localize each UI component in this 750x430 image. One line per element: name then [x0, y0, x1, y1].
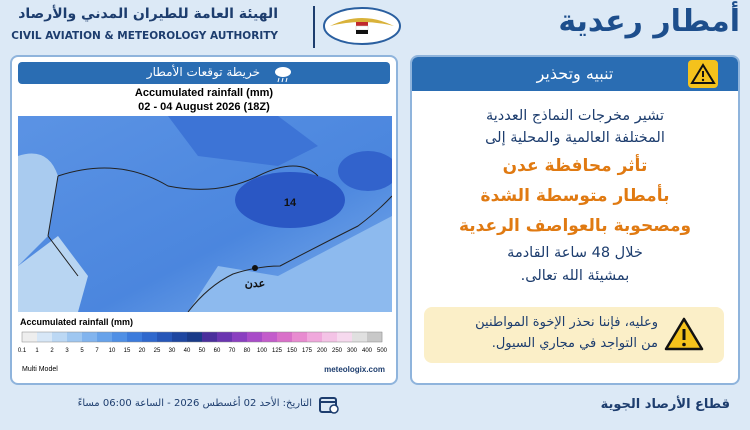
legend-tick-label: 300 — [347, 348, 358, 354]
legend: Accumulated rainfall (mm) 0.1 1 2 3 5 7 10 15 20… — [18, 317, 388, 354]
legend-tick-label: 400 — [362, 348, 373, 354]
legend-tick-label: 40 — [184, 348, 191, 354]
org-name-ar: الهيئة العامة للطيران المدني والأرصاد — [18, 6, 278, 22]
alert-line: من التواجد في مجاري السيول. — [491, 336, 658, 351]
map-title: Accumulated rainfall (mm) — [134, 87, 274, 99]
legend-swatch — [247, 332, 263, 342]
source-model: Multi Model — [22, 366, 58, 373]
legend-frame — [21, 331, 383, 343]
legend-swatch — [97, 332, 113, 342]
warning-line: ومصحوبة بالعواصف الرعدية — [458, 216, 692, 236]
warning-heading: تنبيه وتحذير — [536, 64, 614, 83]
legend-swatch — [352, 332, 368, 342]
legend-tick-label: 70 — [229, 348, 236, 354]
legend-tick-label: 1 — [35, 348, 39, 354]
page-title: أمطار رعدية — [558, 4, 740, 39]
legend-tick-label: 200 — [317, 348, 328, 354]
rain-map: 14 عدن — [18, 116, 392, 312]
contour-label: 14 — [284, 197, 297, 209]
legend-tick-label: 60 — [214, 348, 221, 354]
warning-line: تشير مخرجات النماذج العددية — [485, 108, 665, 124]
legend-swatch — [112, 332, 128, 342]
legend-tick-label: 10 — [109, 348, 116, 354]
map-panel-header — [18, 62, 390, 84]
alert-icon — [664, 317, 704, 351]
map-panel-heading: خريطة توقعات الأمطار — [146, 65, 260, 79]
warning-icon — [688, 60, 718, 88]
legend-title: Accumulated rainfall (mm) — [20, 317, 133, 327]
legend-swatch — [307, 332, 323, 342]
warning-line: بمشيئة الله تعالى. — [520, 268, 630, 284]
legend-swatch — [292, 332, 308, 342]
alert-line: وعليه، فإننا نحذر الإخوة المواطنين — [475, 315, 658, 330]
legend-swatch — [217, 332, 233, 342]
warning-line: المختلفة العالمية والمحلية إلى — [485, 130, 665, 146]
legend-swatch — [232, 332, 248, 342]
legend-swatch — [52, 332, 68, 342]
legend-swatch — [142, 332, 158, 342]
logo — [313, 6, 401, 48]
legend-tick-label: 7 — [95, 348, 99, 354]
legend-tick-label: 250 — [332, 348, 343, 354]
warning-line: خلال 48 ساعة القادمة — [507, 245, 643, 261]
legend-swatch — [127, 332, 143, 342]
legend-tick-label: 25 — [154, 348, 161, 354]
legend-tick-label: 80 — [244, 348, 251, 354]
legend-tick-label: 3 — [65, 348, 69, 354]
legend-swatch — [337, 332, 353, 342]
legend-tick-label: 15 — [124, 348, 131, 354]
legend-tick-label: 175 — [302, 348, 313, 354]
legend-swatch — [202, 332, 218, 342]
footer-date: التاريخ: الأحد 02 أغسطس 2026 - الساعة 06… — [77, 398, 312, 409]
legend-tick-label: 100 — [257, 348, 268, 354]
legend-tick-label: 0.1 — [18, 348, 27, 354]
legend-tick-label: 2 — [50, 348, 54, 354]
legend-swatch — [37, 332, 53, 342]
legend-swatch — [367, 332, 383, 342]
legend-tick-label: 5 — [80, 348, 84, 354]
calendar-icon — [319, 397, 339, 414]
cloud-icon — [275, 67, 291, 83]
city-dot — [252, 265, 258, 271]
map-period: 02 - 04 August 2026 (18Z) — [138, 101, 270, 113]
org-name-en: CIVIL AVIATION & METEOROLOGY AUTHORITY — [11, 30, 278, 42]
legend-swatch — [82, 332, 98, 342]
warning-line: تأثر محافظة عدن — [502, 156, 648, 176]
legend-swatch — [67, 332, 83, 342]
legend-swatch — [277, 332, 293, 342]
legend-swatch — [322, 332, 338, 342]
legend-swatch — [172, 332, 188, 342]
legend-swatch — [157, 332, 173, 342]
warning-line: بأمطار متوسطة الشدة — [480, 186, 670, 206]
legend-tick-label: 20 — [139, 348, 146, 354]
legend-tick-label: 50 — [199, 348, 206, 354]
footer-department: قطاع الأرصاد الجوية — [600, 397, 730, 412]
legend-tick-label: 150 — [287, 348, 298, 354]
legend-swatch — [22, 332, 38, 342]
city-label: عدن — [245, 278, 265, 290]
legend-tick-label: 500 — [377, 348, 388, 354]
source-site: meteologix.com — [324, 365, 385, 374]
legend-swatch — [187, 332, 203, 342]
warning-header: تنبيه وتحذير — [412, 57, 738, 91]
legend-swatch — [262, 332, 278, 342]
legend-tick-label: 125 — [272, 348, 283, 354]
legend-tick-label: 30 — [169, 348, 176, 354]
